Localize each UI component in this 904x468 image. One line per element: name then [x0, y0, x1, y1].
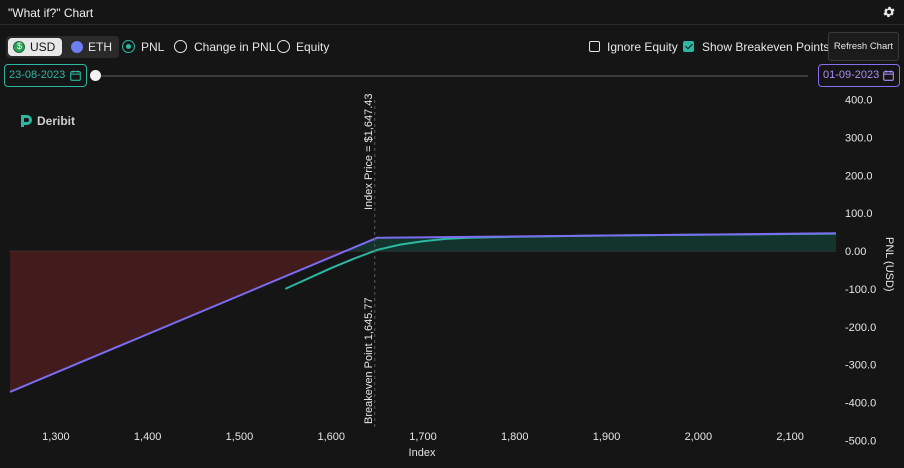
breakeven-label: Breakeven Point 1,645.77: [363, 297, 375, 424]
pnl-expiry-line[interactable]: [9, 232, 837, 393]
show-breakeven-checkbox[interactable]: [683, 41, 694, 52]
pnl-chart[interactable]: Index Price = $1,647.43 Breakeven Point 1…: [0, 92, 904, 468]
end-date-value: 01-09-2023: [823, 69, 880, 81]
y-tick-label: 100.0: [845, 208, 873, 220]
change-in-pnl-radio-label[interactable]: Change in PNL: [194, 40, 276, 54]
calendar-icon[interactable]: [70, 70, 81, 81]
date-slider-handle[interactable]: [90, 70, 101, 81]
currency-usd-button[interactable]: USD: [8, 38, 62, 56]
deribit-logo-icon: [21, 115, 32, 127]
x-tick-label: 1,700: [409, 431, 437, 443]
eth-coin-icon: [71, 41, 83, 53]
y-tick-label: 0.00: [845, 246, 866, 258]
equity-radio[interactable]: [277, 40, 290, 53]
currency-usd-label: USD: [30, 40, 56, 54]
refresh-chart-button[interactable]: Refresh Chart: [828, 32, 899, 61]
currency-toggle: USD ETH: [6, 36, 119, 58]
y-tick-label: 400.0: [845, 95, 873, 107]
currency-eth-button[interactable]: ETH: [66, 38, 116, 56]
date-slider-track[interactable]: [93, 75, 808, 77]
y-tick-label: 300.0: [845, 132, 873, 144]
date-range-row: 23-08-2023 01-09-2023: [0, 64, 904, 88]
pnl-radio[interactable]: [122, 40, 135, 53]
x-tick-label: 1,900: [593, 431, 621, 443]
y-tick-label: -200.0: [845, 322, 876, 334]
y-tick-label: -300.0: [845, 360, 876, 372]
gear-icon[interactable]: [882, 5, 896, 19]
start-date-value: 23-08-2023: [9, 69, 66, 81]
y-tick-label: 200.0: [845, 170, 873, 182]
x-axis-title: Index: [409, 447, 436, 459]
usd-coin-icon: [13, 41, 25, 53]
controls-row: USD ETH PNL Change in PNL Equity Ignore …: [0, 32, 904, 62]
title-bar: "What if?" Chart: [0, 0, 904, 25]
change-in-pnl-radio[interactable]: [174, 40, 187, 53]
ignore-equity-label[interactable]: Ignore Equity: [607, 40, 678, 54]
x-tick-label: 1,800: [501, 431, 529, 443]
x-tick-label: 1,300: [42, 431, 70, 443]
index-price-label: Index Price = $1,647.43: [363, 94, 375, 211]
deribit-logo-text: Deribit: [37, 114, 76, 128]
x-tick-label: 1,600: [317, 431, 345, 443]
y-tick-label: -500.0: [845, 435, 876, 447]
equity-radio-label[interactable]: Equity: [296, 40, 330, 54]
x-tick-label: 1,500: [226, 431, 254, 443]
calendar-icon[interactable]: [883, 70, 894, 81]
y-tick-label: -400.0: [845, 398, 876, 410]
x-tick-label: 2,100: [776, 431, 804, 443]
x-tick-label: 1,400: [134, 431, 162, 443]
window-title: "What if?" Chart: [8, 6, 94, 20]
y-axis-title: PNL (USD): [883, 237, 895, 292]
end-date-field[interactable]: 01-09-2023: [818, 64, 900, 87]
currency-eth-label: ETH: [88, 40, 112, 54]
show-breakeven-label[interactable]: Show Breakeven Points: [702, 40, 830, 54]
x-tick-label: 2,000: [685, 431, 713, 443]
pnl-radio-label[interactable]: PNL: [141, 40, 165, 54]
y-tick-label: -100.0: [845, 284, 876, 296]
start-date-field[interactable]: 23-08-2023: [4, 64, 87, 87]
ignore-equity-checkbox[interactable]: [589, 41, 600, 52]
